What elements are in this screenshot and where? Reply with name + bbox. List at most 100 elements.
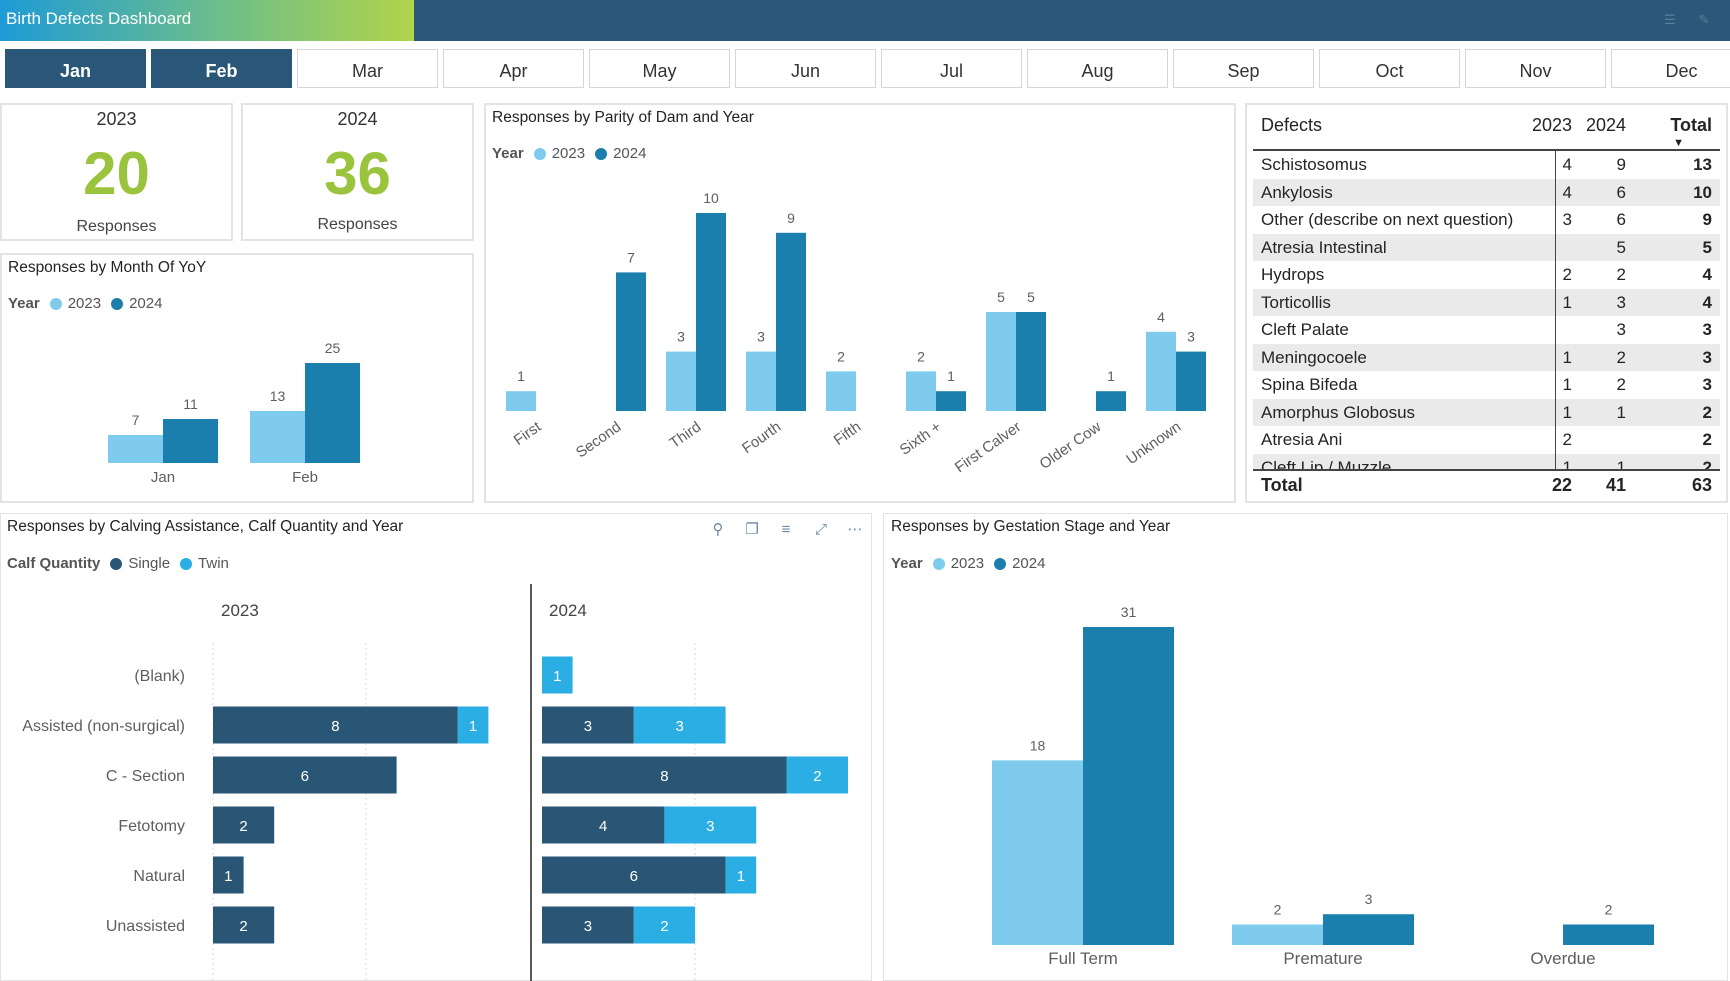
bar-single[interactable] — [213, 856, 244, 894]
legend-dot-2023 — [533, 147, 546, 160]
x-tick-label: Jan — [151, 469, 175, 486]
bar-2024[interactable] — [1323, 914, 1414, 945]
month-button-feb[interactable]: Feb — [151, 49, 292, 88]
table-row[interactable]: Ankylosis 4 6 10 — [1253, 178, 1720, 206]
bar-single[interactable] — [542, 706, 634, 744]
filter-icon[interactable]: ≡ — [781, 521, 791, 538]
table-row[interactable]: Atresia Ani 2 2 — [1253, 426, 1720, 454]
defect-total-cell: 10 — [1693, 182, 1712, 202]
bar-2023[interactable] — [1146, 331, 1176, 411]
table-row[interactable]: Cleft Lip / Muzzle 1 1 2 — [1253, 453, 1720, 472]
more-icon[interactable]: ⋯ — [847, 521, 863, 538]
bar-2023[interactable] — [826, 371, 856, 411]
month-button-oct[interactable]: Oct — [1319, 49, 1460, 88]
bar-single[interactable] — [213, 806, 275, 844]
pin-icon[interactable]: ⚲ — [712, 521, 724, 538]
data-label: 2 — [1605, 901, 1613, 917]
bar-2023[interactable] — [108, 435, 163, 463]
legend-label-single[interactable]: Single — [128, 555, 171, 572]
bar-single[interactable] — [542, 906, 634, 944]
data-label: 1 — [224, 868, 232, 885]
defect-total-cell: 2 — [1702, 402, 1712, 422]
month-button-jan[interactable]: Jan — [5, 49, 146, 88]
defect-2024-cell: 5 — [1616, 237, 1626, 257]
bar-single[interactable] — [542, 806, 665, 844]
bar-twin[interactable] — [725, 856, 757, 894]
table-row[interactable]: Amorphus Globosus 1 1 2 — [1253, 398, 1720, 426]
menu-icon[interactable]: ☰ — [1664, 12, 1676, 27]
table-row[interactable]: Other (describe on next question) 3 6 9 — [1253, 206, 1720, 234]
legend-label-2023[interactable]: 2023 — [551, 145, 586, 162]
bar-2023[interactable] — [986, 312, 1016, 411]
bar-2023[interactable] — [666, 351, 696, 411]
data-label: 5 — [997, 289, 1005, 305]
header-total[interactable]: Total — [1670, 115, 1712, 135]
legend-label-2024[interactable]: 2024 — [1012, 555, 1046, 572]
x-tick-label: Feb — [292, 469, 318, 486]
bar-2024[interactable] — [163, 419, 218, 463]
month-button-dec[interactable]: Dec — [1611, 49, 1730, 88]
bar-2023[interactable] — [250, 411, 305, 463]
bar-twin[interactable] — [786, 756, 848, 794]
bar-2024[interactable] — [936, 391, 966, 411]
month-button-aug[interactable]: Aug — [1027, 49, 1168, 88]
bar-2024[interactable] — [305, 363, 360, 463]
edit-icon[interactable]: ✎ — [1698, 12, 1710, 27]
table-row[interactable]: Cleft Palate 3 3 — [1253, 316, 1720, 344]
header-2024[interactable]: 2024 — [1586, 115, 1627, 135]
header-2023[interactable]: 2023 — [1532, 115, 1573, 135]
header-defects[interactable]: Defects — [1261, 115, 1323, 135]
bar-2024[interactable] — [1016, 312, 1046, 411]
bar-single[interactable] — [542, 756, 787, 794]
bar-2024[interactable] — [696, 213, 726, 411]
bar-twin[interactable] — [542, 656, 573, 694]
bar-single[interactable] — [213, 706, 458, 744]
bar-2024[interactable] — [616, 272, 646, 411]
bar-2023[interactable] — [906, 371, 936, 411]
table-row[interactable]: Atresia Intestinal 5 5 — [1253, 233, 1720, 261]
x-tick-label: First — [511, 418, 545, 449]
bar-2023[interactable] — [1232, 924, 1323, 945]
bar-2024[interactable] — [776, 232, 806, 411]
data-label: 3 — [757, 329, 765, 345]
table-row[interactable]: Meningocoele 1 2 3 — [1253, 343, 1720, 371]
table-row[interactable]: Spina Bifeda 1 2 3 — [1253, 371, 1720, 399]
legend-label-twin[interactable]: Twin — [198, 555, 229, 572]
table-row[interactable]: Hydrops 2 2 4 — [1253, 261, 1720, 289]
bar-2023[interactable] — [992, 760, 1083, 945]
month-button-sep[interactable]: Sep — [1173, 49, 1314, 88]
bar-2024[interactable] — [1176, 351, 1206, 411]
defect-total-cell: 3 — [1702, 347, 1712, 367]
legend-label-2024[interactable]: 2024 — [613, 145, 647, 162]
expand-icon[interactable]: ⤢ — [814, 521, 827, 538]
bar-single[interactable] — [213, 906, 275, 944]
legend-label-2023[interactable]: 2023 — [67, 295, 102, 312]
legend-dot-2023 — [932, 557, 945, 570]
bar-single[interactable] — [542, 856, 726, 894]
gestation-chart-legend: Year 2023 2024 — [891, 555, 1045, 572]
bar-2024[interactable] — [1083, 627, 1174, 945]
bar-2023[interactable] — [746, 351, 776, 411]
sort-desc-icon[interactable]: ▼ — [1673, 137, 1684, 149]
copy-icon[interactable]: ❐ — [745, 521, 759, 538]
bar-single[interactable] — [213, 756, 397, 794]
legend-label-2024[interactable]: 2024 — [129, 295, 163, 312]
table-row[interactable]: Schistosomus 4 9 13 — [1253, 151, 1720, 179]
month-button-jul[interactable]: Jul — [881, 49, 1022, 88]
month-button-jun[interactable]: Jun — [735, 49, 876, 88]
month-button-may[interactable]: May — [589, 49, 730, 88]
month-button-mar[interactable]: Mar — [297, 49, 438, 88]
bar-2023[interactable] — [506, 391, 536, 411]
bar-twin[interactable] — [457, 706, 489, 744]
month-button-nov[interactable]: Nov — [1465, 49, 1606, 88]
bar-twin[interactable] — [664, 806, 757, 844]
month-button-apr[interactable]: Apr — [443, 49, 584, 88]
table-row[interactable]: Torticollis 1 3 4 — [1253, 288, 1720, 316]
data-label: 3 — [584, 918, 592, 935]
bar-2024[interactable] — [1096, 391, 1126, 411]
defect-2024-cell: 2 — [1616, 375, 1626, 394]
bar-2024[interactable] — [1563, 924, 1654, 945]
bar-twin[interactable] — [633, 906, 695, 944]
bar-twin[interactable] — [633, 706, 726, 744]
legend-label-2023[interactable]: 2023 — [950, 555, 985, 572]
